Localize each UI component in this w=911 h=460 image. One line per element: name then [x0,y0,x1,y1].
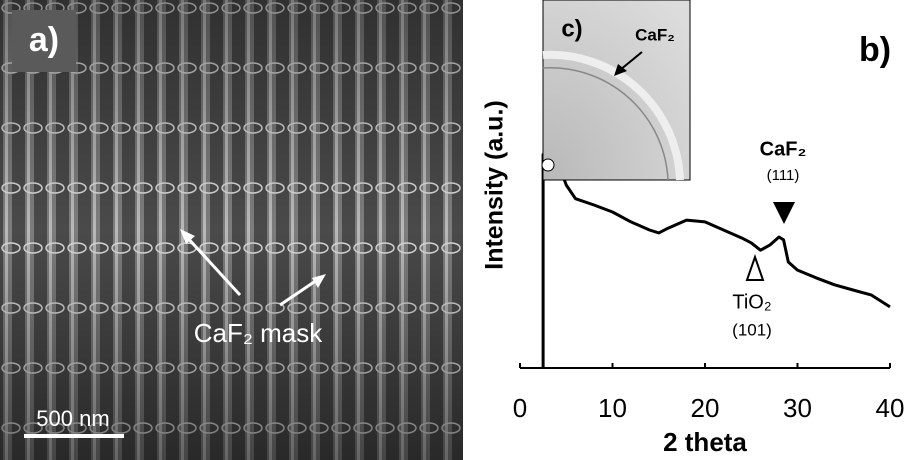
annotation: TiO₂ [732,291,771,313]
x-tick-label: 10 [598,393,627,423]
y-axis-label: Intensity (a.u.) [481,100,509,269]
annotation: CaF₂ [760,138,807,160]
sem-image: a) CaF₂ mask 500 nm [0,0,463,460]
scale-bar-label: 500 nm [36,406,109,431]
x-tick-label: 20 [691,393,720,423]
panel-label: a) [29,21,59,59]
peak-marker [747,257,763,280]
data-line [543,155,890,368]
x-tick-label: 30 [783,393,812,423]
x-axis-label: 2 theta [663,427,747,457]
figure: a) CaF₂ mask 500 nm 0 10 20 30 40 2 theta Inte… [0,0,911,460]
annotation-sub: (111) [767,167,800,184]
x-tick-label: 0 [513,393,527,423]
panel-label: b) [859,31,891,69]
inset-annotation: CaF₂ [635,25,675,44]
inset-label: c) [561,15,582,42]
inset: c) CaF₂ [542,0,690,180]
annotation-sub: (101) [732,320,772,339]
peak-marker [773,202,795,224]
annotation: CaF₂ mask [194,318,324,348]
x-tick-label: 40 [876,393,905,423]
